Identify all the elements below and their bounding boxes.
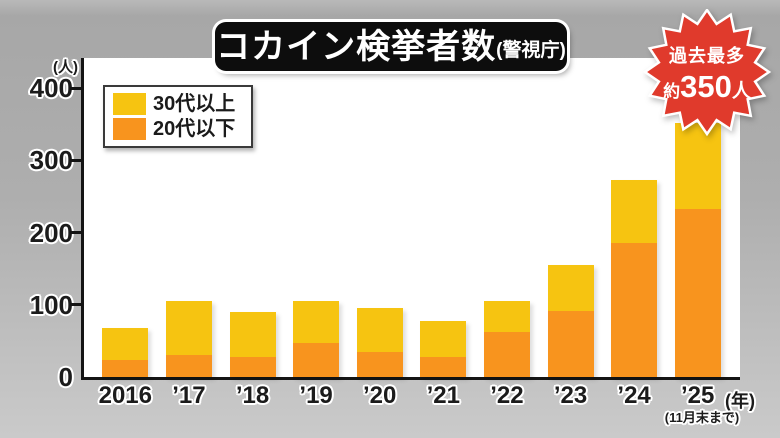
x-tick-label-17: ’17 bbox=[172, 382, 206, 409]
x-axis-unit: (年) bbox=[725, 391, 755, 411]
bar-segment-30s-plus bbox=[420, 320, 467, 357]
record-high-badge: 過去最多 約 350 人 bbox=[641, 9, 773, 137]
y-tick-label-400: 400 bbox=[29, 73, 73, 103]
legend-swatch-under-20s-icon bbox=[113, 118, 146, 140]
bar-segment-30s-plus bbox=[356, 308, 403, 352]
starburst-icon bbox=[642, 9, 772, 137]
y-axis-unit: (人) bbox=[53, 59, 78, 76]
y-tick-label-300: 300 bbox=[29, 145, 73, 176]
y-tick-label-0: 0 bbox=[58, 362, 73, 392]
badge-line1: 過去最多 bbox=[669, 45, 745, 66]
bar-segment-30s-plus bbox=[102, 327, 149, 360]
plot-area bbox=[81, 58, 740, 380]
badge-line2: 約 350 人 bbox=[663, 71, 751, 102]
bar-segment-under-20s bbox=[483, 332, 530, 377]
bar-18 bbox=[229, 312, 276, 377]
bar-segment-under-20s bbox=[229, 356, 276, 377]
bar-segment-under-20s bbox=[547, 310, 594, 377]
bar-22 bbox=[483, 301, 530, 377]
bar-segment-30s-plus bbox=[229, 312, 276, 357]
x-tick-label-20: ’20 bbox=[363, 382, 397, 409]
y-tick-mark bbox=[70, 86, 81, 90]
bar-segment-under-20s bbox=[165, 354, 212, 377]
x-tick-label-21: ’21 bbox=[426, 382, 460, 409]
x-tick-label-2016: 2016 bbox=[98, 382, 152, 409]
bar-20 bbox=[356, 308, 403, 377]
bar-segment-30s-plus bbox=[674, 122, 721, 209]
bar-19 bbox=[293, 301, 340, 377]
badge-unit: 人 bbox=[731, 80, 751, 102]
legend: 30代以上 20代以下 bbox=[103, 85, 253, 148]
legend-swatch-30s-plus-icon bbox=[113, 93, 146, 115]
legend-item-30s-plus: 30代以上 bbox=[113, 93, 251, 115]
badge-number: 350 bbox=[680, 68, 732, 104]
badge-text: 過去最多 約 350 人 bbox=[641, 9, 773, 137]
bar-segment-under-20s bbox=[611, 243, 658, 377]
y-tick-label-100: 100 bbox=[29, 289, 73, 320]
bar-segment-under-20s bbox=[674, 208, 721, 377]
chart-title-source: (警視庁) bbox=[496, 39, 566, 61]
bar-23 bbox=[547, 265, 594, 377]
chart-title: コカイン検挙者数 bbox=[216, 27, 497, 66]
bar-25 bbox=[674, 122, 721, 377]
bar-2016 bbox=[102, 327, 149, 377]
bar-21 bbox=[420, 320, 467, 377]
bar-segment-under-20s bbox=[102, 359, 149, 377]
bar-segment-30s-plus bbox=[165, 301, 212, 355]
chart-title-plate: コカイン検挙者数 (警視庁) bbox=[215, 22, 567, 71]
x-tick-label-24: ’24 bbox=[617, 382, 651, 409]
y-tick-mark bbox=[70, 231, 81, 234]
x-tick-label-22: ’22 bbox=[490, 382, 524, 409]
badge-approx: 約 bbox=[663, 81, 681, 101]
bar-segment-under-20s bbox=[356, 351, 403, 377]
bar-segment-under-20s bbox=[420, 356, 467, 377]
legend-label-30s-plus: 30代以上 bbox=[153, 93, 236, 115]
x-tick-label-18: ’18 bbox=[235, 382, 270, 409]
y-tick-mark bbox=[70, 303, 81, 307]
y-tick-label-200: 200 bbox=[29, 217, 73, 248]
bar-24 bbox=[611, 179, 658, 377]
x-tick-label-23: ’23 bbox=[553, 382, 588, 409]
bar-17 bbox=[165, 301, 212, 377]
legend-item-under-20s: 20代以下 bbox=[113, 118, 251, 140]
bar-segment-30s-plus bbox=[611, 179, 658, 244]
x-axis-note: (11月末まで) bbox=[664, 410, 740, 425]
bar-segment-30s-plus bbox=[483, 301, 530, 333]
bar-segment-30s-plus bbox=[293, 301, 340, 344]
x-tick-label-19: ’19 bbox=[299, 382, 333, 409]
x-tick-label-25: ’25 bbox=[681, 382, 715, 409]
bar-segment-under-20s bbox=[293, 343, 340, 377]
bar-segment-30s-plus bbox=[547, 265, 594, 311]
y-tick-mark bbox=[70, 158, 81, 162]
legend-label-under-20s: 20代以下 bbox=[153, 118, 236, 140]
